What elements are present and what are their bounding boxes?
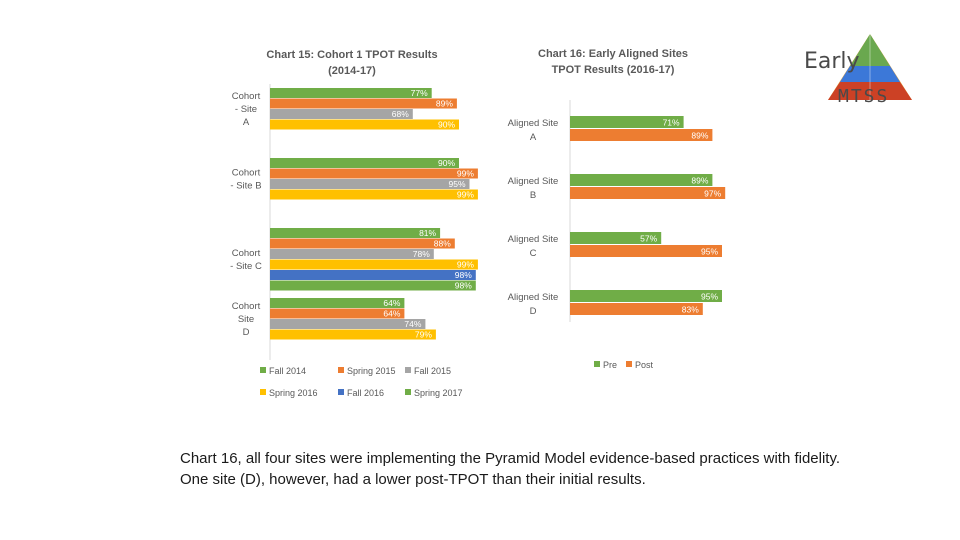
chart15-bar-fall-2016 <box>270 270 476 280</box>
chart16-data-label: 97% <box>704 189 721 199</box>
chart15-data-label: 89% <box>436 99 453 109</box>
chart15-bar-spring-2017 <box>270 280 476 291</box>
logo-word-mtss: MTSS <box>838 86 889 107</box>
chart15-data-label: 64% <box>383 298 400 308</box>
chart16-data-label: 57% <box>640 234 657 244</box>
chart15-bar-fall-2014 <box>270 228 441 238</box>
chart15-bar-spring-2015 <box>270 98 457 109</box>
chart16-category-label: C <box>530 248 537 259</box>
chart15-legend-swatch <box>260 367 266 373</box>
chart16-legend-label: Post <box>635 360 654 370</box>
chart16-data-label: 89% <box>691 131 708 141</box>
chart15-category-label: - Site B <box>230 181 261 192</box>
chart15-category-label: Cohort <box>232 168 261 179</box>
chart15-bar-spring-2016 <box>270 329 436 340</box>
early-mtss-logo: Early MTSS <box>804 34 912 107</box>
chart15-bar-fall-2014 <box>270 158 459 168</box>
chart16-data-label: 95% <box>701 247 718 257</box>
chart15-category-label: Site <box>238 314 254 325</box>
chart15-category-label: A <box>243 117 250 128</box>
chart15-data-label: 90% <box>438 158 455 168</box>
chart16-bar-post <box>570 129 713 141</box>
chart16-bar-post <box>570 187 726 199</box>
chart15-bar-spring-2016 <box>270 119 459 130</box>
chart15-data-label: 90% <box>438 120 455 130</box>
chart15-data-label: 78% <box>413 249 430 259</box>
chart15-bar-fall-2014 <box>270 298 405 308</box>
chart15-title-line: (2014-17) <box>328 65 376 77</box>
chart15-bar-fall-2015 <box>270 249 434 259</box>
chart16-bar-pre <box>570 290 722 302</box>
chart15-data-label: 79% <box>415 330 432 340</box>
chart16-legend-swatch <box>594 361 600 367</box>
chart16-bar-post <box>570 303 703 315</box>
chart16-category-label: D <box>530 306 537 317</box>
chart16-bar-pre <box>570 174 713 186</box>
chart15-category-label: - Site C <box>230 261 262 272</box>
chart16-bar-pre <box>570 116 684 128</box>
chart16-data-label: 83% <box>682 305 699 315</box>
chart16-data-label: 71% <box>663 118 680 128</box>
chart15-legend-label: Spring 2015 <box>347 366 396 376</box>
chart15-bar-spring-2015 <box>270 238 455 249</box>
chart16-legend-label: Pre <box>603 360 617 370</box>
chart15-bar-fall-2015 <box>270 109 413 119</box>
chart15-data-label: 99% <box>457 169 474 179</box>
chart15-bar-spring-2015 <box>270 168 478 179</box>
chart15-bar-fall-2015 <box>270 179 470 189</box>
chart15-bar-spring-2016 <box>270 259 478 270</box>
chart15-data-label: 88% <box>434 239 451 249</box>
chart15-category-label: Cohort <box>232 248 261 259</box>
chart-16: Chart 16: Early Aligned Sites TPOT Result… <box>508 48 726 370</box>
chart15-legend-label: Fall 2014 <box>269 366 306 376</box>
chart15-category-label: Cohort <box>232 301 261 312</box>
chart15-legend-label: Fall 2016 <box>347 388 384 398</box>
chart15-data-label: 98% <box>455 281 472 291</box>
chart15-data-label: 64% <box>383 309 400 319</box>
chart15-title-line: Chart 15: Cohort 1 TPOT Results <box>266 49 437 61</box>
chart15-legend-label: Spring 2017 <box>414 388 463 398</box>
chart15-category-label: Cohort <box>232 91 261 102</box>
chart15-data-label: 68% <box>392 109 409 119</box>
chart16-title-line: Chart 16: Early Aligned Sites <box>538 48 688 60</box>
chart16-category-label: Aligned Site <box>508 176 559 187</box>
chart15-bar-spring-2015 <box>270 308 405 319</box>
chart16-data-label: 95% <box>701 292 718 302</box>
chart15-legend-label: Spring 2016 <box>269 388 318 398</box>
chart15-bar-spring-2016 <box>270 189 478 200</box>
chart15-data-label: 81% <box>419 228 436 238</box>
chart15-data-label: 99% <box>457 190 474 200</box>
chart16-category-label: Aligned Site <box>508 234 559 245</box>
chart16-legend-swatch <box>626 361 632 367</box>
logo-word-early: Early <box>804 49 860 74</box>
chart15-bar-fall-2014 <box>270 88 432 98</box>
chart16-data-label: 89% <box>691 176 708 186</box>
chart16-category-label: A <box>530 132 537 143</box>
chart16-category-label: B <box>530 190 536 201</box>
chart-15: Chart 15: Cohort 1 TPOT Results (2014-17)… <box>230 49 478 398</box>
chart16-bar-pre <box>570 232 662 244</box>
chart16-category-label: Aligned Site <box>508 118 559 129</box>
chart16-category-label: Aligned Site <box>508 292 559 303</box>
chart15-legend-swatch <box>338 367 344 373</box>
chart15-legend-swatch <box>338 389 344 395</box>
chart15-category-label: - Site <box>235 104 257 115</box>
chart15-legend-label: Fall 2015 <box>414 366 451 376</box>
chart15-legend-swatch <box>260 389 266 395</box>
chart15-legend-swatch <box>405 367 411 373</box>
chart15-data-label: 74% <box>404 319 421 329</box>
chart15-data-label: 95% <box>448 179 465 189</box>
chart16-bar-post <box>570 245 722 257</box>
chart15-bar-fall-2015 <box>270 319 426 329</box>
chart15-data-label: 99% <box>457 260 474 270</box>
chart15-data-label: 98% <box>455 270 472 280</box>
chart15-category-label: D <box>243 327 250 338</box>
caption-text: Chart 16, all four sites were implementi… <box>180 450 841 488</box>
chart16-title-line: TPOT Results (2016-17) <box>552 64 675 76</box>
chart15-data-label: 77% <box>411 88 428 98</box>
chart15-legend-swatch <box>405 389 411 395</box>
